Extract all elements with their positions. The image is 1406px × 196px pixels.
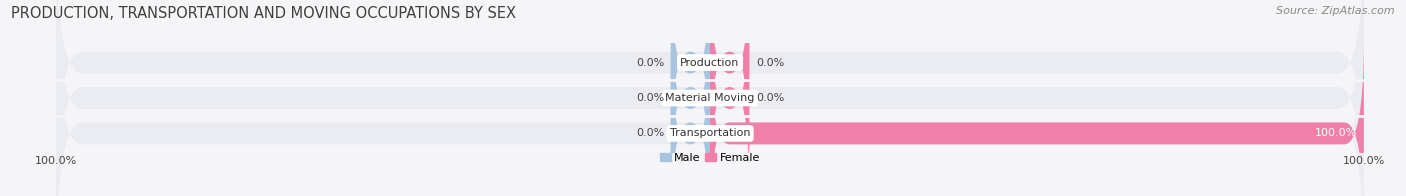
FancyBboxPatch shape (710, 38, 1364, 196)
Text: Production: Production (681, 58, 740, 68)
FancyBboxPatch shape (56, 3, 1364, 196)
FancyBboxPatch shape (671, 38, 710, 196)
Text: Transportation: Transportation (669, 128, 751, 138)
FancyBboxPatch shape (710, 3, 749, 193)
Text: PRODUCTION, TRANSPORTATION AND MOVING OCCUPATIONS BY SEX: PRODUCTION, TRANSPORTATION AND MOVING OC… (11, 6, 516, 21)
FancyBboxPatch shape (56, 0, 1364, 196)
Text: 0.0%: 0.0% (756, 93, 785, 103)
FancyBboxPatch shape (56, 0, 1364, 193)
FancyBboxPatch shape (671, 0, 710, 158)
FancyBboxPatch shape (710, 0, 749, 158)
Text: 0.0%: 0.0% (636, 93, 664, 103)
Text: Material Moving: Material Moving (665, 93, 755, 103)
Text: 100.0%: 100.0% (1315, 128, 1357, 138)
Legend: Male, Female: Male, Female (655, 148, 765, 167)
Text: Source: ZipAtlas.com: Source: ZipAtlas.com (1277, 6, 1395, 16)
Text: 0.0%: 0.0% (636, 128, 664, 138)
Text: 0.0%: 0.0% (636, 58, 664, 68)
Text: 0.0%: 0.0% (756, 58, 785, 68)
FancyBboxPatch shape (671, 3, 710, 193)
